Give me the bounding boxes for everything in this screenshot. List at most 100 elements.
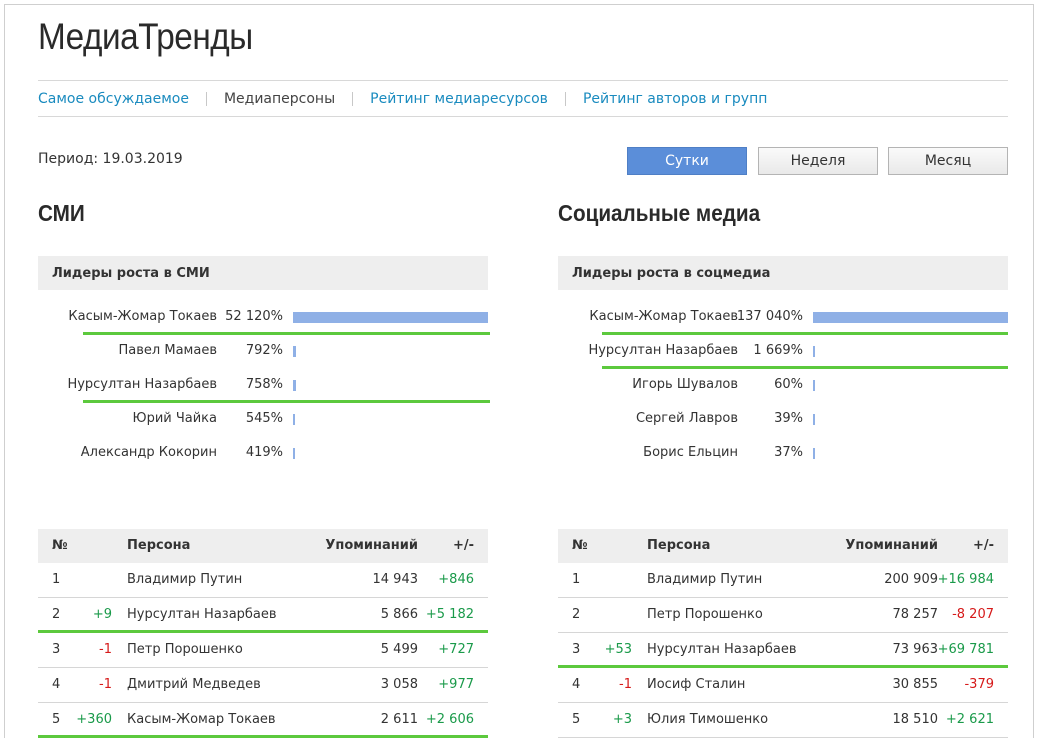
smi-section-title: СМИ: [38, 200, 85, 226]
leader-row[interactable]: Касым-Жомар Токаев 52 120%: [68, 302, 490, 336]
row-rank-change: +3: [612, 712, 632, 727]
row-rank-change: -1: [619, 677, 632, 692]
row-delta: -379: [964, 677, 994, 692]
social-table: № Персона Упоминаний +/- 1 Владимир Путин…: [558, 529, 1008, 738]
period-week-button[interactable]: Неделя: [758, 147, 878, 175]
row-person-name[interactable]: Петр Порошенко: [127, 642, 243, 657]
row-delta: +846: [438, 572, 474, 587]
smi-leaders-header: Лидеры роста в СМИ: [38, 256, 488, 290]
row-person-name[interactable]: Касым-Жомар Токаев: [127, 712, 276, 727]
smi-table-header: № Персона Упоминаний +/-: [38, 529, 488, 563]
social-leaders-header: Лидеры роста в соцмедиа: [558, 256, 1008, 290]
row-number: 3: [572, 642, 581, 657]
table-row[interactable]: 2 +9 Нурсултан Назарбаев 5 866 +5 182: [38, 598, 488, 633]
leader-growth-bar: [293, 312, 488, 323]
row-delta: +16 984: [937, 572, 994, 587]
table-row[interactable]: 1 Владимир Путин 200 909 +16 984: [558, 563, 1008, 598]
leader-percent: 545%: [245, 411, 283, 426]
table-row[interactable]: 4 -1 Дмитрий Медведев 3 058 +977: [38, 668, 488, 703]
row-number: 2: [572, 607, 581, 622]
smi-table-body: 1 Владимир Путин 14 943 +846 2 +9 Нурсултан На…: [38, 563, 488, 738]
row-person-name[interactable]: Петр Порошенко: [647, 607, 763, 622]
row-rank-change: +9: [92, 607, 112, 622]
leader-row[interactable]: Александр Кокорин 419%: [80, 438, 490, 472]
row-person-name[interactable]: Владимир Путин: [647, 572, 763, 587]
row-person-name[interactable]: Иосиф Сталин: [647, 677, 746, 692]
col-num-header: №: [572, 538, 588, 553]
page-frame: [4, 4, 1034, 738]
table-row[interactable]: 5 +360 Касым-Жомар Токаев 2 611 +2 606: [38, 703, 488, 738]
leader-highlight-underline: [83, 332, 490, 335]
row-mentions: 5 499: [380, 642, 418, 657]
leader-name: Александр Кокорин: [80, 445, 217, 460]
leader-percent: 1 669%: [753, 343, 803, 358]
row-number: 4: [52, 677, 61, 692]
row-mentions: 5 866: [380, 607, 418, 622]
leader-row[interactable]: Нурсултан Назарбаев 758%: [67, 370, 490, 404]
col-mentions-header: Упоминаний: [845, 538, 938, 553]
leader-percent: 39%: [774, 411, 803, 426]
leader-row[interactable]: Юрий Чайка 545%: [83, 404, 490, 438]
smi-table: № Персона Упоминаний +/- 1 Владимир Путин…: [38, 529, 488, 738]
nav-item-most-discussed[interactable]: Самое обсуждаемое: [38, 91, 189, 107]
leader-row[interactable]: Игорь Шувалов 60%: [602, 370, 1008, 404]
leader-growth-bar: [813, 312, 1008, 323]
row-person-name[interactable]: Юлия Тимошенко: [647, 712, 769, 727]
leader-growth-bar: [293, 380, 296, 391]
row-mentions: 73 963: [892, 642, 939, 657]
row-rank-change: -1: [99, 642, 112, 657]
site-title: МедиаТренды: [38, 16, 253, 57]
table-row[interactable]: 5 +3 Юлия Тимошенко 18 510 +2 621: [558, 703, 1008, 738]
leader-percent: 758%: [245, 377, 283, 392]
period-month-button[interactable]: Месяц: [888, 147, 1008, 175]
row-person-name[interactable]: Нурсултан Назарбаев: [647, 642, 797, 657]
leader-growth-bar: [293, 448, 295, 459]
leader-name: Нурсултан Назарбаев: [67, 377, 217, 392]
nav-item-media-resources-rating[interactable]: Рейтинг медиаресурсов: [370, 91, 548, 107]
row-delta: +5 182: [425, 607, 474, 622]
leader-growth-bar: [813, 380, 815, 391]
social-table-body: 1 Владимир Путин 200 909 +16 984 2 Петр Порош…: [558, 563, 1008, 738]
row-person-name[interactable]: Нурсултан Назарбаев: [127, 607, 277, 622]
row-person-name[interactable]: Владимир Путин: [127, 572, 243, 587]
leader-row[interactable]: Нурсултан Назарбаев 1 669%: [588, 336, 1008, 370]
period-label: Период: 19.03.2019: [38, 151, 183, 167]
nav-item-authors-groups-rating[interactable]: Рейтинг авторов и групп: [582, 91, 768, 107]
row-number: 1: [52, 572, 61, 587]
leader-name: Касым-Жомар Токаев: [589, 309, 738, 324]
col-num-header: №: [52, 538, 68, 553]
row-number: 3: [52, 642, 61, 657]
leader-row[interactable]: Сергей Лавров 39%: [602, 404, 1008, 438]
table-row[interactable]: 4 -1 Иосиф Сталин 30 855 -379: [558, 668, 1008, 703]
leader-growth-bar: [813, 414, 815, 425]
leader-percent: 137 040%: [736, 309, 803, 324]
row-delta: +2 606: [425, 712, 474, 727]
table-row[interactable]: 1 Владимир Путин 14 943 +846: [38, 563, 488, 598]
row-delta: +977: [438, 677, 474, 692]
leader-row[interactable]: Павел Мамаев 792%: [83, 336, 490, 370]
leader-percent: 37%: [774, 445, 803, 460]
nav-item-media-persons[interactable]: Медиаперсоны: [223, 91, 336, 107]
row-person-name[interactable]: Дмитрий Медведев: [127, 677, 261, 692]
row-number: 5: [52, 712, 61, 727]
leader-row[interactable]: Касым-Жомар Токаев 137 040%: [589, 302, 1008, 336]
leader-name: Юрий Чайка: [132, 411, 217, 426]
row-number: 4: [572, 677, 581, 692]
row-mentions: 78 257: [892, 607, 939, 622]
leader-growth-bar: [293, 414, 296, 425]
table-row[interactable]: 3 +53 Нурсултан Назарбаев 73 963 +69 781: [558, 633, 1008, 668]
leader-row[interactable]: Борис Ельцин 37%: [602, 438, 1008, 472]
leader-percent: 792%: [245, 343, 283, 358]
leader-highlight-underline: [602, 332, 1008, 335]
leader-name: Павел Мамаев: [118, 343, 217, 358]
nav-bottom-divider: [38, 116, 1008, 117]
table-row[interactable]: 2 Петр Порошенко 78 257 -8 207: [558, 598, 1008, 633]
col-delta-header: +/-: [452, 538, 474, 553]
leader-name: Сергей Лавров: [635, 411, 738, 426]
col-delta-header: +/-: [972, 538, 994, 553]
period-day-button[interactable]: Сутки: [627, 147, 747, 175]
leader-highlight-underline: [83, 400, 490, 403]
nav-separator: [564, 92, 566, 106]
table-row[interactable]: 3 -1 Петр Порошенко 5 499 +727: [38, 633, 488, 668]
col-person-header: Персона: [127, 538, 191, 553]
